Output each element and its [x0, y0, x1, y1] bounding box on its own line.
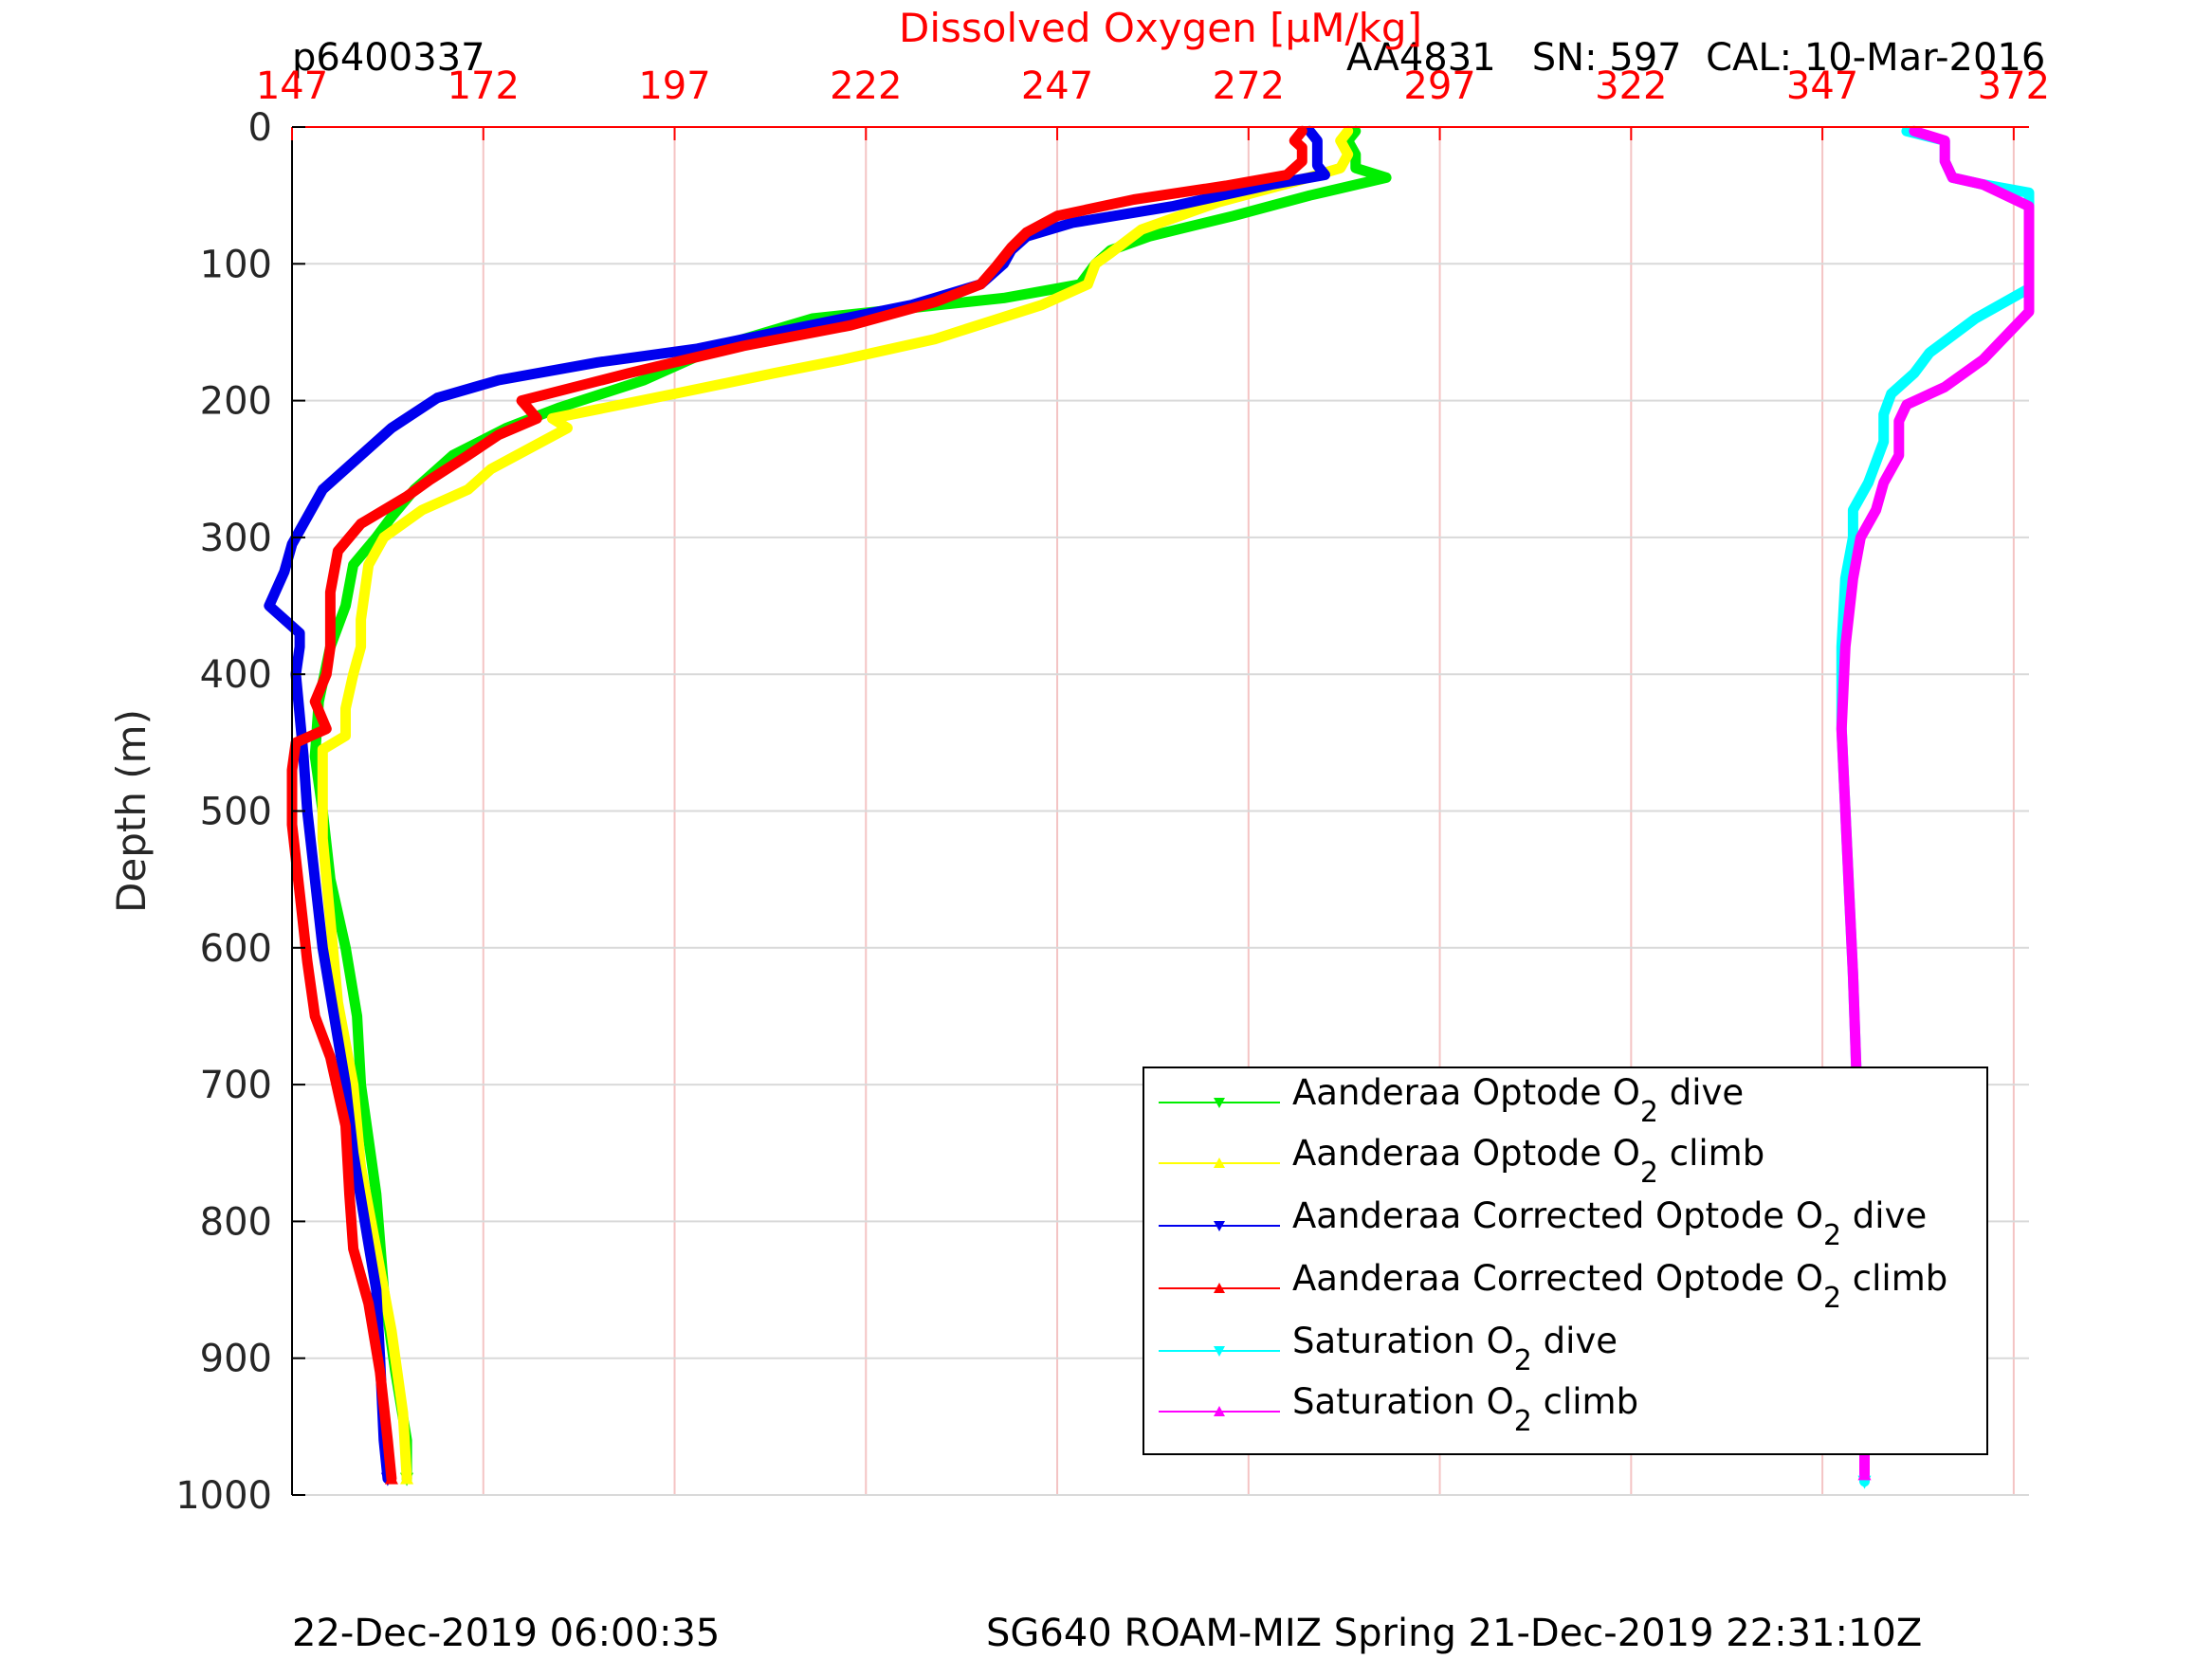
x-tick-label: 372 — [1978, 64, 2050, 108]
legend-marker-2 — [1214, 1221, 1225, 1231]
legend-marker-3 — [1214, 1283, 1225, 1293]
x-axis-title: Dissolved Oxygen [μM/kg] — [899, 5, 1422, 51]
x-tick-label: 272 — [1213, 64, 1285, 108]
y-axis-title: Depth (m) — [108, 709, 155, 913]
x-tick-label: 347 — [1786, 64, 1858, 108]
y-tick-label: 600 — [200, 927, 272, 971]
x-tick-label: 222 — [830, 64, 902, 108]
sensor-info: AA4831 SN: 597 CAL: 10-Mar-2016 — [1346, 36, 2046, 80]
footer-date: 22-Dec-2019 06:00:35 — [292, 1612, 721, 1655]
y-tick-label: 300 — [200, 517, 272, 560]
y-tick-label: 200 — [200, 380, 272, 424]
x-tick-label: 172 — [448, 64, 520, 108]
y-tick-label: 500 — [200, 791, 272, 834]
x-tick-label: 297 — [1403, 64, 1475, 108]
legend-label-1: Aanderaa Optode O2 climb — [1292, 1133, 1764, 1190]
legend-label-0: Aanderaa Optode O2 dive — [1292, 1072, 1744, 1129]
x-tick-label: 197 — [638, 64, 710, 108]
legend-label-3: Aanderaa Corrected Optode O2 climb — [1292, 1258, 1947, 1315]
legend-box — [1143, 1066, 1988, 1455]
legend-marker-5 — [1214, 1406, 1225, 1416]
y-tick-label: 700 — [200, 1064, 272, 1107]
legend-label-4: Saturation O2 dive — [1292, 1321, 1618, 1377]
x-tick-label: 322 — [1595, 64, 1667, 108]
series-end-marker-1 — [400, 1470, 414, 1485]
axes-group: 147 172 197 222 247 272 297 322 347 372 0 100 200 300… — [108, 5, 2050, 1518]
y-tick-label: 0 — [248, 106, 272, 150]
y-tick-label: 100 — [200, 243, 272, 286]
y-tick-label: 1000 — [175, 1474, 272, 1518]
x-tick-label: 247 — [1021, 64, 1093, 108]
legend-label-2: Aanderaa Corrected Optode O2 dive — [1292, 1195, 1927, 1252]
y-tick-label: 800 — [200, 1200, 272, 1244]
legend-label-5: Saturation O2 climb — [1292, 1381, 1638, 1438]
x-tick-label: 147 — [256, 64, 328, 108]
series-end-marker-3 — [384, 1470, 398, 1485]
legend-marker-4 — [1214, 1346, 1225, 1357]
series-line-3 — [286, 125, 1307, 1485]
legend-marker-1 — [1214, 1158, 1225, 1168]
series-group — [264, 125, 2035, 1489]
legend-marker-0 — [1214, 1098, 1225, 1108]
series-end-marker-5 — [1857, 1467, 1872, 1481]
y-tick-label: 400 — [200, 653, 272, 697]
series-line-5 — [1836, 125, 2035, 1480]
series-line-1 — [317, 125, 1354, 1485]
footer-mission: SG640 ROAM-MIZ Spring 21-Dec-2019 22:31:… — [986, 1612, 1923, 1655]
series-line-2 — [264, 125, 1330, 1485]
profile-id: p6400337 — [292, 36, 485, 80]
y-tick-label: 900 — [200, 1338, 272, 1381]
